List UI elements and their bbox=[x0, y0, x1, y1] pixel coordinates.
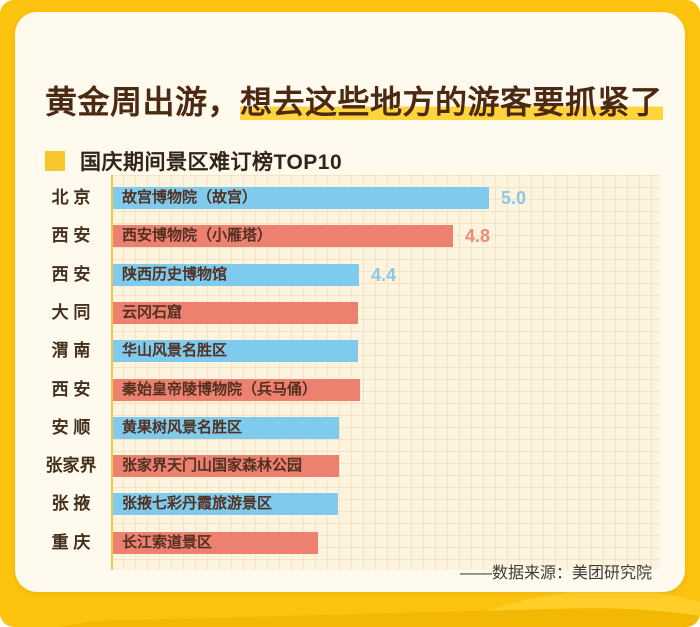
row-bar: 张家界天门山国家森林公园 bbox=[113, 455, 339, 477]
row-bar-label: 西安博物院（小雁塔） bbox=[122, 227, 273, 244]
row-bar: 云冈石窟 bbox=[113, 302, 358, 324]
chart-row: 西 安 陕西历史博物馆 4.4 bbox=[15, 264, 685, 286]
content-card: 黄金周出游，想去这些地方的游客要抓紧了 国庆期间景区难订榜TOP10 北 京 故宫… bbox=[15, 12, 685, 592]
page-title-part1: 黄金周出游， bbox=[45, 84, 241, 120]
chart-axis-line bbox=[111, 175, 113, 570]
row-city-label: 重 庆 bbox=[51, 533, 91, 552]
row-bar: 陕西历史博物馆 bbox=[113, 264, 359, 286]
row-bar-label: 长江索道景区 bbox=[122, 534, 213, 551]
row-bar-label: 华山风景名胜区 bbox=[122, 342, 228, 359]
chart-row: 张家界 张家界天门山国家森林公园 bbox=[15, 455, 685, 477]
row-bar: 华山风景名胜区 bbox=[113, 340, 358, 362]
bullet-square-icon bbox=[45, 151, 65, 171]
chart-row: 重 庆 长江索道景区 bbox=[15, 532, 685, 554]
row-city-label: 张 掖 bbox=[51, 494, 91, 513]
row-bar-label: 黄果树风景名胜区 bbox=[122, 419, 243, 436]
row-city-label: 大 同 bbox=[51, 303, 91, 322]
row-bar-label: 云冈石窟 bbox=[122, 304, 183, 321]
row-city-label: 西 安 bbox=[51, 265, 91, 284]
row-bar-label: 张家界天门山国家森林公园 bbox=[122, 457, 303, 474]
row-bar: 秦始皇帝陵博物院（兵马俑） bbox=[113, 379, 360, 401]
data-source-note: ——数据来源：美团研究院 bbox=[459, 565, 652, 582]
row-city-label: 西 安 bbox=[51, 226, 91, 245]
row-city-label: 渭 南 bbox=[51, 341, 91, 360]
row-bar: 长江索道景区 bbox=[113, 532, 318, 554]
row-value-label: 4.8 bbox=[465, 226, 491, 246]
row-bar-label: 张掖七彩丹霞旅游景区 bbox=[122, 495, 273, 512]
chart-subtitle: 国庆期间景区难订榜TOP10 bbox=[80, 151, 343, 174]
row-city-label: 北 京 bbox=[51, 188, 91, 207]
chart-row: 渭 南 华山风景名胜区 bbox=[15, 340, 685, 362]
row-city-label: 安 顺 bbox=[51, 418, 91, 437]
chart-rows: 北 京故宫博物院（故宫） 5.0 西 安西安博物院（小雁塔） 4.8 西 安陕西历史博物… bbox=[15, 187, 685, 577]
row-bar: 西安博物院（小雁塔） bbox=[113, 225, 453, 247]
row-city-label: 张家界 bbox=[45, 456, 97, 475]
chart-subtitle-row: 国庆期间景区难订榜TOP10 bbox=[45, 146, 342, 176]
row-bar: 黄果树风景名胜区 bbox=[113, 417, 339, 439]
row-bar-label: 秦始皇帝陵博物院（兵马俑） bbox=[122, 381, 318, 398]
row-bar-label: 陕西历史博物馆 bbox=[122, 266, 228, 283]
row-bar: 故宫博物院（故宫） bbox=[113, 187, 489, 209]
row-value-label: 5.0 bbox=[501, 188, 527, 208]
chart-row: 张 掖 张掖七彩丹霞旅游景区 bbox=[15, 493, 685, 515]
chart-row: 大 同 云冈石窟 bbox=[15, 302, 685, 324]
row-bar-label: 故宫博物院（故宫） bbox=[122, 189, 258, 206]
chart-row: 西 安 西安博物院（小雁塔） 4.8 bbox=[15, 225, 685, 247]
row-bar: 张掖七彩丹霞旅游景区 bbox=[113, 493, 338, 515]
row-city-label: 西 安 bbox=[51, 380, 91, 399]
chart-row: 安 顺 黄果树风景名胜区 bbox=[15, 417, 685, 439]
chart-row: 西 安 秦始皇帝陵博物院（兵马俑） bbox=[15, 379, 685, 401]
page-title: 黄金周出游，想去这些地方的游客要抓紧了 bbox=[45, 82, 663, 122]
page-title-part2-highlighted: 想去这些地方的游客要抓紧了 bbox=[240, 84, 663, 120]
row-value-label: 4.4 bbox=[371, 265, 397, 285]
chart-row: 北 京 故宫博物院（故宫） 5.0 bbox=[15, 187, 685, 209]
